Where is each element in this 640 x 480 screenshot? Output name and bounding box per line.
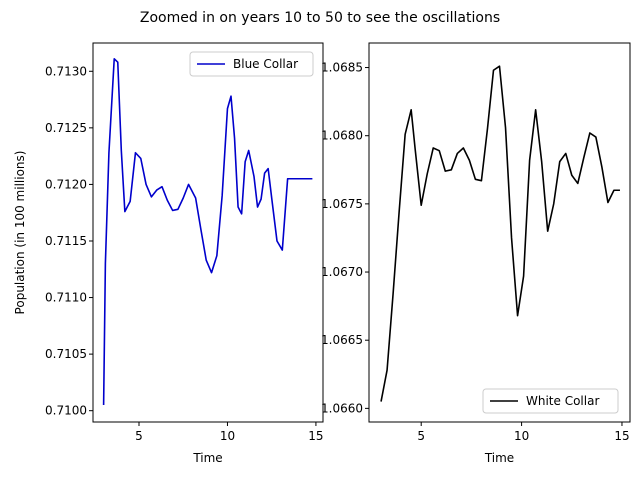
x-axis-label: Time (484, 451, 514, 465)
y-tick-label: 0.7120 (45, 177, 87, 191)
legend-box (482, 388, 619, 414)
plot-frame (368, 42, 631, 423)
y-tick-label: 1.0660 (321, 401, 363, 415)
plot-frame (92, 42, 324, 423)
series-line-blue-collar (102, 58, 313, 406)
y-tick-label: 1.0680 (321, 129, 363, 143)
y-tick-label: 0.7130 (45, 64, 87, 78)
x-tick-label: 10 (514, 429, 529, 443)
y-tick-label: 1.0685 (321, 61, 363, 75)
figure-title: Zoomed in on years 10 to 50 to see the o… (140, 10, 500, 26)
legend: Blue Collar (189, 51, 314, 77)
legend-entry: White Collar (526, 394, 599, 408)
y-tick-label: 0.7125 (45, 121, 87, 135)
y-tick-label: 1.0670 (321, 265, 363, 279)
chart-white-collar: 5 10 15 1.0660 1.0665 1.0670 1.0675 1.0680 1.068… (321, 42, 631, 465)
series-line-white-collar (380, 65, 620, 402)
y-tick-label: 0.7110 (45, 291, 87, 305)
y-tick-label: 1.0675 (321, 197, 363, 211)
x-axis-label: Time (192, 451, 222, 465)
legend-entry: Blue Collar (233, 57, 298, 71)
y-axis-label: Population (in 100 millions) (13, 151, 27, 315)
x-tick-label: 15 (614, 429, 629, 443)
y-tick-label: 0.7100 (45, 404, 87, 418)
y-tick-label: 1.0665 (321, 333, 363, 347)
x-tick-label: 10 (220, 429, 235, 443)
legend: White Collar (482, 388, 619, 414)
y-tick-label: 0.7105 (45, 347, 87, 361)
y-tick-label: 0.7115 (45, 234, 87, 248)
chart-blue-collar: 5 10 15 0.7100 0.7105 0.7110 0.7115 0.7120 0.712… (13, 42, 324, 465)
x-tick-label: 5 (135, 429, 143, 443)
legend-box (189, 51, 314, 77)
x-tick-label: 5 (417, 429, 425, 443)
x-tick-label: 15 (308, 429, 323, 443)
